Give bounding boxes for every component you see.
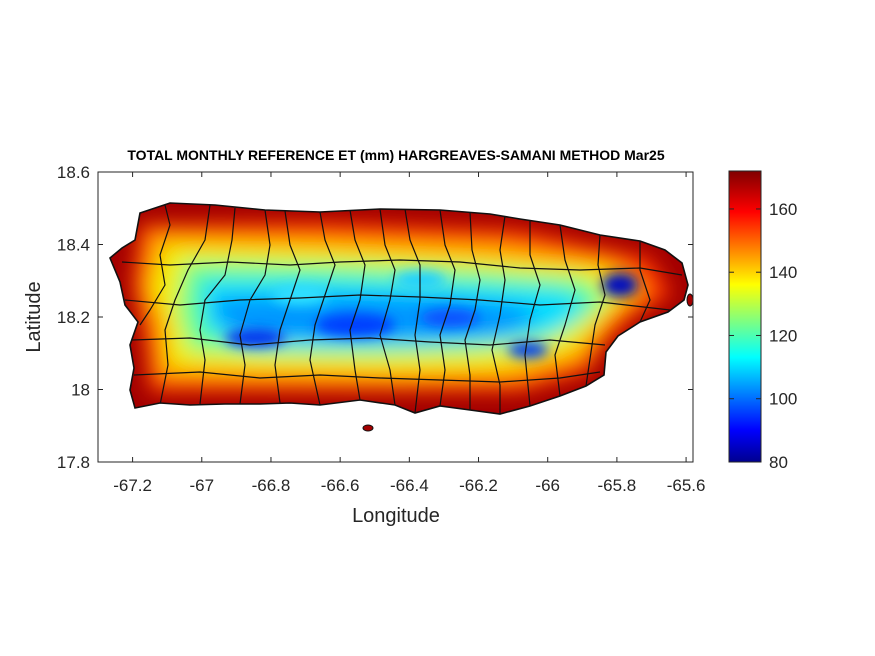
y-tick-label: 18 xyxy=(71,381,90,400)
x-tick-label: -66.8 xyxy=(252,476,291,495)
x-tick-label: -65.6 xyxy=(667,476,706,495)
y-axis-label: Latitude xyxy=(23,281,45,352)
colorbar: 80 100 120 140 160 xyxy=(728,170,797,472)
colorbar-ticks: 80 100 120 140 160 xyxy=(729,200,797,472)
colorbar-tick-label: 120 xyxy=(769,326,797,345)
x-tick-label: -65.8 xyxy=(598,476,637,495)
y-tick-label: 18.4 xyxy=(57,236,90,255)
x-tick-label: -66.4 xyxy=(390,476,429,495)
x-tick-label: -67.2 xyxy=(113,476,152,495)
y-axis: 17.8 18 18.2 18.4 18.6 xyxy=(57,163,693,472)
colorbar-tick-label: 100 xyxy=(769,390,797,409)
municipal-boundaries xyxy=(121,204,683,414)
x-tick-label: -66 xyxy=(535,476,560,495)
x-axis-label: Longitude xyxy=(352,505,440,527)
caja-de-muertos-island xyxy=(362,424,374,432)
x-axis: -67.2 -67 -66.8 -66.6 -66.4 -66.2 -66 -65.8 -65.… xyxy=(113,172,705,495)
x-tick-label: -67 xyxy=(189,476,214,495)
chart-title: TOTAL MONTHLY REFERENCE ET (mm) HARGREAV… xyxy=(127,147,664,163)
x-tick-label: -66.6 xyxy=(321,476,360,495)
et-heatmap xyxy=(110,203,688,414)
colorbar-tick-label: 160 xyxy=(769,200,797,219)
colorbar-tick-label: 80 xyxy=(769,453,788,472)
plot-area xyxy=(97,171,694,463)
y-tick-label: 18.6 xyxy=(57,163,90,182)
vieques-tip xyxy=(686,293,694,307)
y-tick-label: 18.2 xyxy=(57,308,90,327)
x-tick-label: -66.2 xyxy=(459,476,498,495)
colorbar-tick-label: 140 xyxy=(769,263,797,282)
y-tick-label: 17.8 xyxy=(57,453,90,472)
colorbar-gradient xyxy=(728,170,762,463)
